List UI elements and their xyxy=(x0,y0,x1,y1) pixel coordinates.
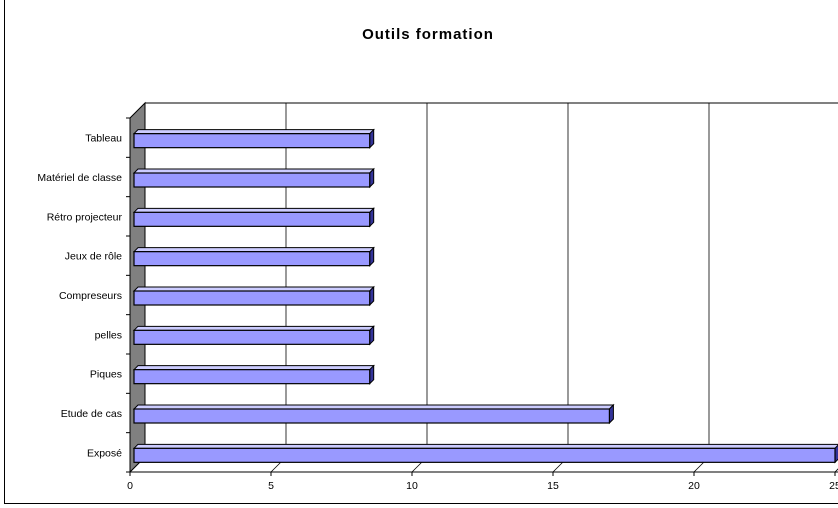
bar-top xyxy=(132,365,375,371)
bar xyxy=(132,364,375,385)
bar-top xyxy=(132,129,375,135)
category-label: Etude de cas xyxy=(61,408,122,420)
bar-top xyxy=(132,168,375,174)
chart-title: Outils formation xyxy=(362,26,494,43)
category-label: Compreseurs xyxy=(59,290,122,302)
x-tick-label: 5 xyxy=(268,480,274,492)
category-label: Matériel de classe xyxy=(37,172,122,184)
bar xyxy=(132,167,375,189)
bar xyxy=(132,207,375,228)
bar xyxy=(132,403,615,425)
bar xyxy=(132,443,838,464)
category-labels: Tableau Matériel de classe Rétro projecteu… xyxy=(37,133,122,460)
x-axis-tick-labels: 0 5 10 15 20 25 xyxy=(127,480,838,492)
bar-end xyxy=(369,246,375,267)
bars xyxy=(132,128,838,464)
bar xyxy=(132,325,375,346)
bar-top xyxy=(132,325,375,331)
bar-end xyxy=(369,325,375,346)
x-tick-label: 0 xyxy=(127,480,133,492)
bar-face xyxy=(133,329,371,345)
bar-top xyxy=(132,207,375,213)
category-label: Rétro projecteur xyxy=(47,211,123,223)
bar-top xyxy=(132,443,838,449)
bar-top xyxy=(132,286,375,292)
bar-end xyxy=(369,285,375,307)
chart-frame xyxy=(4,0,838,504)
x-tick-label: 10 xyxy=(406,480,418,492)
bar-top xyxy=(132,247,375,253)
bar-end xyxy=(369,364,375,385)
bar-face xyxy=(133,172,371,188)
category-label: Exposé xyxy=(87,447,122,459)
gridlines xyxy=(126,103,838,476)
x-tick-label: 25 xyxy=(829,480,838,492)
bar-face xyxy=(133,133,371,149)
bar-face xyxy=(133,251,371,267)
bar-face xyxy=(133,290,371,306)
bar-end xyxy=(369,128,375,149)
bar-top xyxy=(132,404,615,410)
category-label: Piques xyxy=(90,369,122,381)
bar-end xyxy=(369,207,375,228)
bar-end xyxy=(369,167,375,189)
category-label: pelles xyxy=(95,329,122,341)
category-label: Tableau xyxy=(85,133,122,145)
x-tick-label: 15 xyxy=(547,480,559,492)
x-tick-label: 20 xyxy=(688,480,700,492)
bar xyxy=(132,246,375,267)
bar-face xyxy=(133,408,610,424)
bar xyxy=(132,285,375,307)
bar-face xyxy=(133,369,371,385)
category-label: Jeux de rôle xyxy=(65,251,122,263)
bar-face xyxy=(133,447,836,463)
bar-face xyxy=(133,211,371,227)
bar xyxy=(132,128,375,149)
